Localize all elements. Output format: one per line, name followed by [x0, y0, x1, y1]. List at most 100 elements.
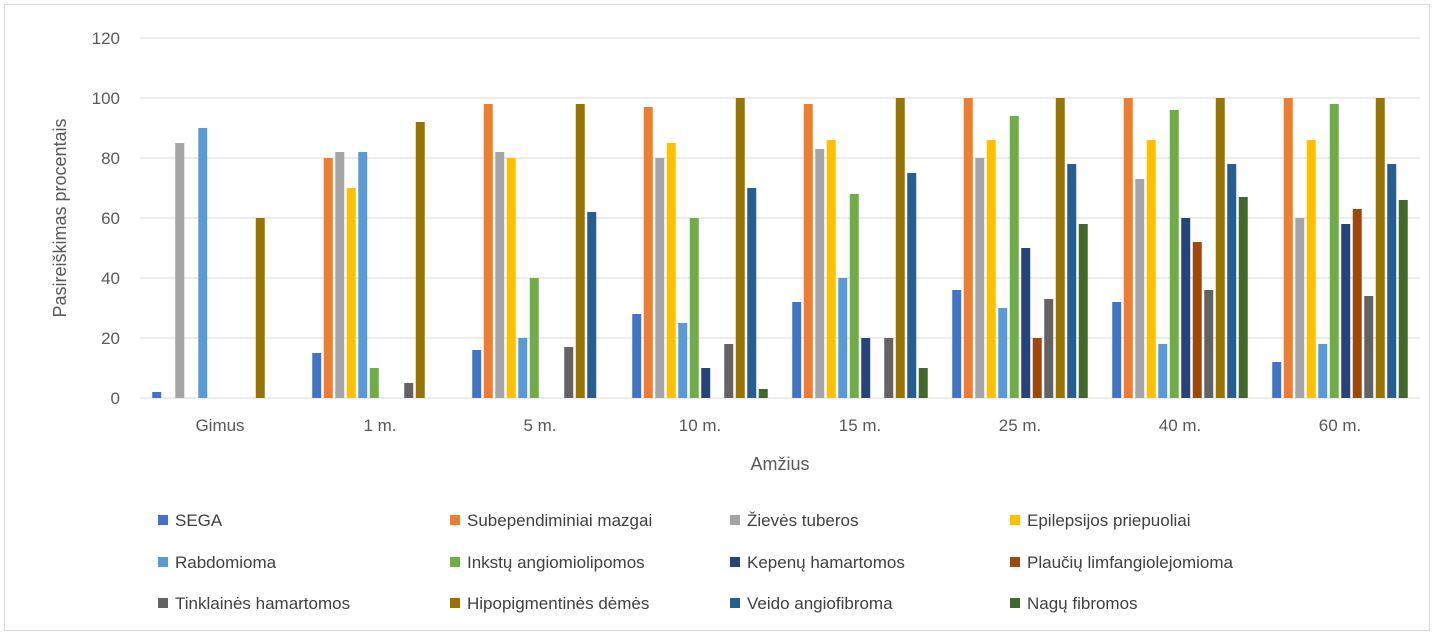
bar — [1341, 224, 1351, 398]
bar — [1375, 98, 1385, 398]
bar — [404, 383, 414, 398]
bar — [1192, 242, 1202, 398]
x-tick-label: 5 m. — [523, 416, 556, 435]
bar — [587, 212, 597, 398]
bar — [1044, 299, 1054, 398]
legend-label: Kepenų hamartomos — [747, 553, 905, 572]
bar — [1352, 209, 1362, 398]
bar — [483, 104, 493, 398]
bar — [312, 353, 322, 398]
bar — [1032, 338, 1042, 398]
bar — [1204, 290, 1214, 398]
y-axis-title: Pasireiškimas procentais — [50, 118, 70, 317]
bar — [861, 338, 871, 398]
bar — [1169, 110, 1179, 398]
chart-frame — [4, 4, 1430, 631]
bar — [1158, 344, 1168, 398]
bar — [1283, 98, 1293, 398]
legend-swatch — [450, 515, 460, 525]
bar — [884, 338, 894, 398]
x-tick-label: 15 m. — [839, 416, 882, 435]
legend-label: Epilepsijos priepuoliai — [1027, 511, 1190, 530]
legend-swatch — [1010, 515, 1020, 525]
bar — [1146, 140, 1156, 398]
bar — [689, 218, 699, 398]
legend-label: Žievės tuberos — [747, 511, 859, 530]
y-tick-label: 120 — [92, 29, 120, 48]
bar — [1181, 218, 1191, 398]
bar — [1387, 164, 1397, 398]
bar — [472, 350, 482, 398]
bar — [907, 173, 917, 398]
x-tick-label: 1 m. — [363, 416, 396, 435]
bar — [1329, 104, 1339, 398]
y-tick-label: 0 — [111, 389, 120, 408]
bar — [792, 302, 802, 398]
bar — [1055, 98, 1065, 398]
x-tick-label: 25 m. — [999, 416, 1042, 435]
bar — [895, 98, 905, 398]
x-axis-title: Amžius — [750, 454, 809, 474]
bar — [1398, 200, 1408, 398]
bar — [758, 389, 768, 398]
bar — [198, 128, 208, 398]
bar — [564, 347, 574, 398]
bar — [518, 338, 528, 398]
bar — [849, 194, 859, 398]
y-tick-label: 40 — [101, 269, 120, 288]
bar — [1112, 302, 1122, 398]
bar — [323, 158, 333, 398]
bar — [998, 308, 1008, 398]
bar — [986, 140, 996, 398]
bar — [678, 323, 688, 398]
x-tick-labels: Gimus 1 m. 5 m. 10 m. 15 m. 25 m. 40 m. 60 m. — [195, 416, 1361, 435]
legend-label: Tinklainės hamartomos — [175, 594, 350, 613]
bar — [152, 392, 162, 398]
bar — [952, 290, 962, 398]
bar — [1318, 344, 1328, 398]
bar — [701, 368, 711, 398]
legend-swatch — [730, 557, 740, 567]
bar — [1215, 98, 1225, 398]
legend-swatch — [1010, 557, 1020, 567]
bar — [358, 152, 368, 398]
bar — [369, 368, 379, 398]
bar — [335, 152, 345, 398]
y-tick-label: 100 — [92, 89, 120, 108]
legend-label: Nagų fibromos — [1027, 594, 1138, 613]
bar — [826, 140, 836, 398]
bar — [175, 143, 185, 398]
bars — [152, 98, 1408, 398]
x-tick-label: 60 m. — [1319, 416, 1362, 435]
legend-label: Rabdomioma — [175, 553, 277, 572]
bar — [529, 278, 539, 398]
bar — [724, 344, 734, 398]
bar — [975, 158, 985, 398]
legend-swatch — [450, 598, 460, 608]
legend-swatch — [158, 598, 168, 608]
bar — [1123, 98, 1133, 398]
bar — [838, 278, 848, 398]
y-tick-label: 60 — [101, 209, 120, 228]
legend-swatch — [730, 515, 740, 525]
bar — [346, 188, 356, 398]
legend-label: SEGA — [175, 511, 223, 530]
bar — [1295, 218, 1305, 398]
bar — [1272, 362, 1282, 398]
legend-label: Inkstų angiomiolipomos — [467, 553, 645, 572]
y-tick-label: 80 — [101, 149, 120, 168]
bar — [415, 122, 425, 398]
legend-label: Hipopigmentinės dėmės — [467, 594, 649, 613]
bar — [918, 368, 928, 398]
legend-swatch — [158, 557, 168, 567]
bar — [495, 152, 505, 398]
legend-swatch — [730, 598, 740, 608]
bar — [1364, 296, 1374, 398]
legend-swatch — [450, 557, 460, 567]
legend: SEGA Subependiminiai mazgai Žievės tuberos… — [158, 511, 1234, 613]
bar — [963, 98, 973, 398]
x-tick-label: 10 m. — [679, 416, 722, 435]
bar — [1078, 224, 1088, 398]
legend-label: Veido angiofibroma — [747, 594, 893, 613]
